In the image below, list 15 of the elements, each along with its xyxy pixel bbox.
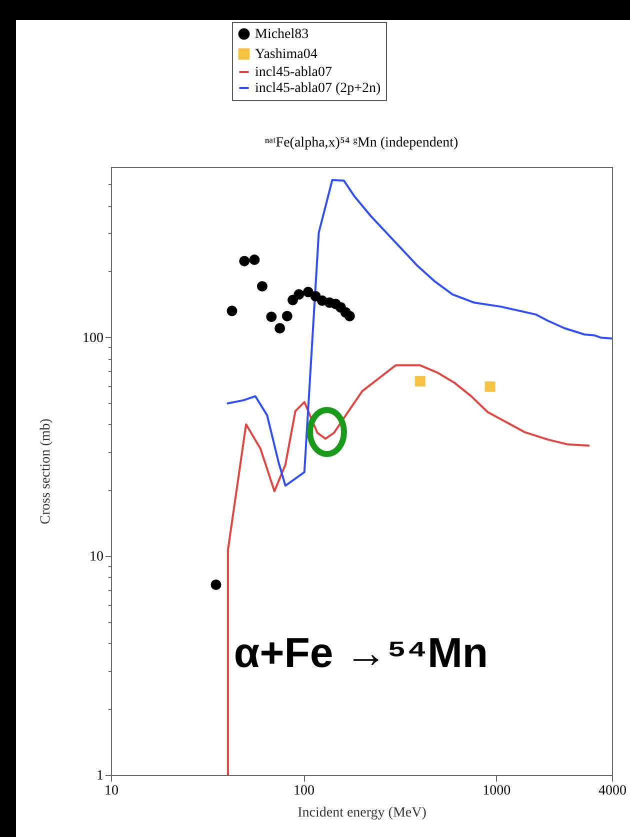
y-axis-title: Cross section (mb): [38, 418, 54, 524]
chart-title: ⁿᵃᵗFe(alpha,x)⁵⁴ ᵍMn (independent): [264, 136, 458, 150]
y-tick-label: 10: [90, 550, 104, 565]
annotation: α+Fe →⁵⁴Mn: [234, 629, 488, 676]
legend-label: Yashima04: [255, 47, 318, 62]
legend-label: Michel83: [255, 27, 309, 42]
x-tick-label: 100: [294, 784, 315, 798]
x-tick-label: 4000: [598, 784, 626, 798]
x-tick-label: 10: [104, 784, 118, 798]
y-tick-label: 1: [96, 768, 104, 784]
x-tick-label: 1000: [482, 784, 511, 798]
y-tick-label: 100: [82, 330, 104, 346]
legend-label: incl45-abla07 (2p+2n): [255, 81, 382, 96]
x-axis-title: Incident energy (MeV): [298, 806, 427, 820]
legend-label: incl45-abla07: [255, 65, 332, 80]
